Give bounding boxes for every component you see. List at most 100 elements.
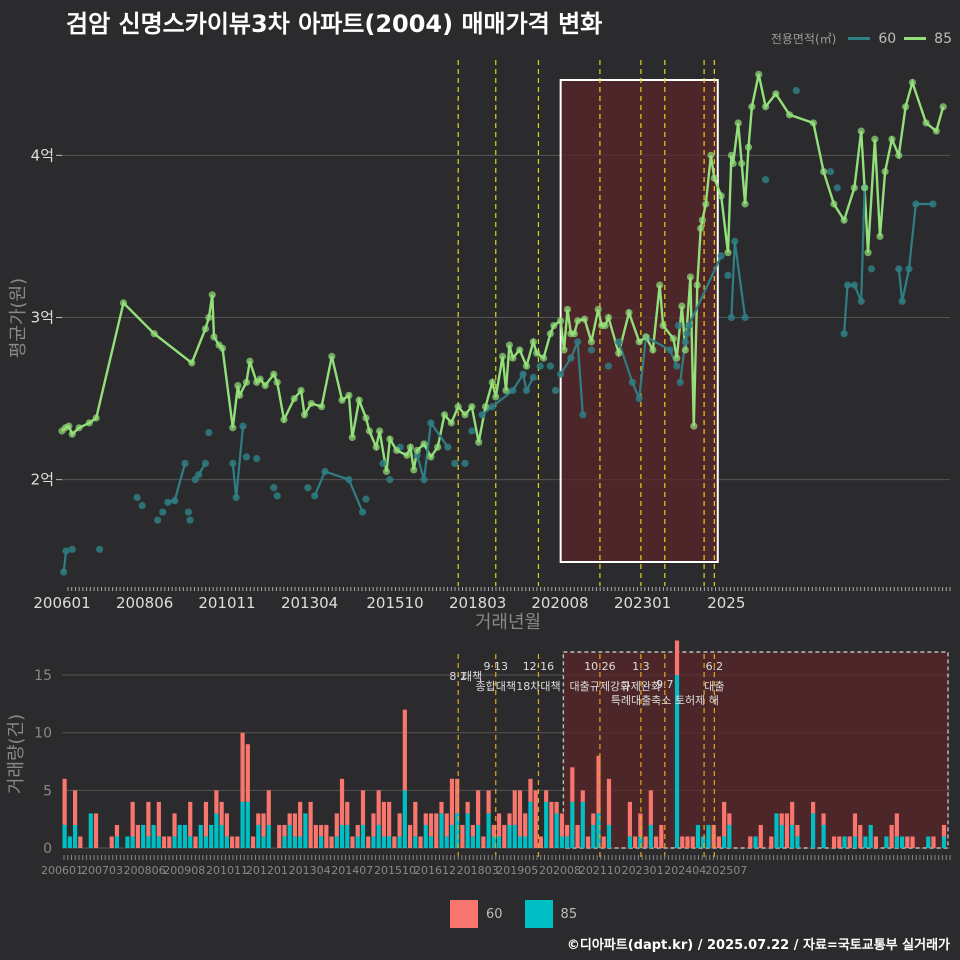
- vol-bar-60: [235, 836, 240, 848]
- series-85-point: [717, 192, 725, 200]
- series-60-point: [509, 386, 517, 395]
- series-85-point: [403, 451, 411, 459]
- vol-bar-85: [125, 836, 130, 848]
- vol-bar-60: [360, 790, 366, 825]
- series-85-point: [533, 349, 541, 357]
- series-60-point: [741, 313, 749, 322]
- series-85-point: [65, 422, 73, 430]
- series-85-point: [939, 103, 947, 111]
- series-85-point: [698, 216, 706, 224]
- vol-bar-60: [444, 813, 449, 837]
- series-60-point: [304, 484, 312, 492]
- series-60-point: [574, 338, 582, 346]
- vol-bar-60: [240, 732, 245, 802]
- series-85-point: [307, 399, 315, 408]
- series-85-point: [502, 386, 510, 395]
- series-85-point: [393, 446, 401, 455]
- vol-bar-60: [596, 755, 601, 814]
- series-85-point: [413, 446, 421, 455]
- x-tick-label: 200601: [33, 594, 90, 612]
- series-60-point: [898, 297, 906, 305]
- series-60-point: [905, 265, 913, 273]
- vol-bar-85: [894, 836, 899, 848]
- series-85-point: [210, 333, 218, 341]
- vol-bar-60: [680, 836, 685, 848]
- series-85-point: [406, 443, 414, 451]
- series-60-point: [205, 429, 213, 437]
- series-85-point: [280, 416, 288, 424]
- vol-x-tick-label: 200908: [163, 864, 205, 877]
- series-85-point: [539, 354, 548, 362]
- series-85-point: [372, 443, 380, 451]
- series-60-point: [674, 322, 683, 330]
- legend-line-60: [848, 37, 871, 40]
- vol-bar-85: [926, 836, 931, 848]
- series-85-point: [580, 315, 589, 323]
- series-60-point: [270, 484, 278, 492]
- vol-bar-85: [674, 675, 680, 848]
- vol-bar-60: [507, 813, 512, 825]
- series-85-point: [563, 305, 572, 313]
- x-tick-label: 201803: [449, 594, 506, 612]
- series-60-point: [311, 492, 319, 500]
- vol-bar-60: [402, 709, 407, 791]
- vol-bar-60: [72, 790, 78, 825]
- series-60-point: [761, 176, 770, 184]
- vol-bar-60: [481, 836, 486, 848]
- series-60-line: [167, 463, 187, 504]
- vol-bar-60: [727, 813, 732, 825]
- vol-bar-85: [256, 824, 261, 848]
- vol-bar-85: [151, 824, 156, 848]
- series-60-point: [579, 411, 587, 419]
- vol-bar-60: [329, 836, 334, 848]
- series-85-point: [382, 467, 391, 476]
- vol-bar-60: [601, 836, 606, 848]
- series-60-point: [451, 459, 459, 468]
- policy-label: 대책: [462, 670, 482, 683]
- series-85-point: [236, 391, 244, 399]
- series-60-point: [587, 346, 595, 354]
- series-60-point: [159, 508, 167, 516]
- vol-bar-60: [858, 824, 863, 848]
- vol-bar-60: [889, 824, 894, 848]
- series-60-point: [362, 495, 370, 503]
- series-85-point: [594, 305, 602, 313]
- vol-bar-60: [674, 640, 680, 676]
- vol-bar-60: [193, 836, 198, 848]
- vol-bar-60: [345, 801, 350, 825]
- policy-label: 대출규제강화: [570, 680, 631, 693]
- footer-credit: ©디아파트(dapt.kr) / 2025.07.22 / 자료=국토교통부 실…: [566, 938, 950, 953]
- vol-bar-60: [460, 824, 465, 848]
- series-60-point: [62, 547, 70, 555]
- y-axis-title: 평균가(원): [8, 278, 29, 358]
- series-60-point: [673, 362, 681, 370]
- series-60-point: [488, 403, 496, 411]
- series-85-point: [729, 159, 737, 168]
- vol-bar-60: [659, 824, 664, 848]
- vol-bar-85: [423, 824, 428, 848]
- vol-bar-85: [224, 836, 229, 848]
- series-85-point: [820, 167, 828, 176]
- vol-bar-60: [355, 824, 360, 837]
- series-85-point: [673, 354, 681, 362]
- vol-bar-60: [523, 813, 528, 837]
- series-85-point: [727, 151, 736, 159]
- vol-bar-60: [324, 824, 329, 848]
- series-60-point: [201, 459, 210, 468]
- series-85-point: [498, 352, 507, 361]
- series-85-point: [587, 338, 595, 346]
- x-tick-label: 201510: [366, 594, 423, 612]
- series-85-point: [546, 330, 555, 338]
- series-60-point: [557, 370, 565, 378]
- vol-bar-60: [790, 801, 795, 825]
- vol-bar-85: [790, 824, 795, 848]
- series-85-point: [888, 135, 896, 143]
- vol-bar-85: [371, 836, 376, 848]
- vol-bar-60: [266, 790, 271, 825]
- vol-bar-60: [114, 824, 120, 837]
- vol-bar-60: [292, 813, 298, 837]
- vol-bar-85: [465, 813, 470, 848]
- vol-bar-85: [638, 836, 643, 848]
- series-60-point: [345, 476, 353, 484]
- vol-bar-60: [758, 824, 763, 848]
